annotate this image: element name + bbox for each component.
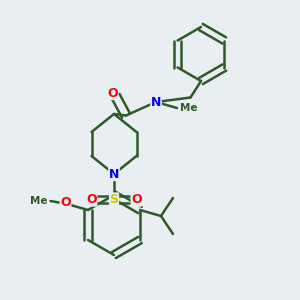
Text: Me: Me	[180, 103, 197, 113]
Text: O: O	[131, 193, 142, 206]
Text: O: O	[60, 196, 71, 209]
Text: N: N	[151, 95, 161, 109]
Text: S: S	[110, 193, 118, 206]
Text: O: O	[86, 193, 97, 206]
Text: N: N	[109, 167, 119, 181]
Text: Me: Me	[30, 196, 47, 206]
Text: O: O	[107, 86, 118, 100]
